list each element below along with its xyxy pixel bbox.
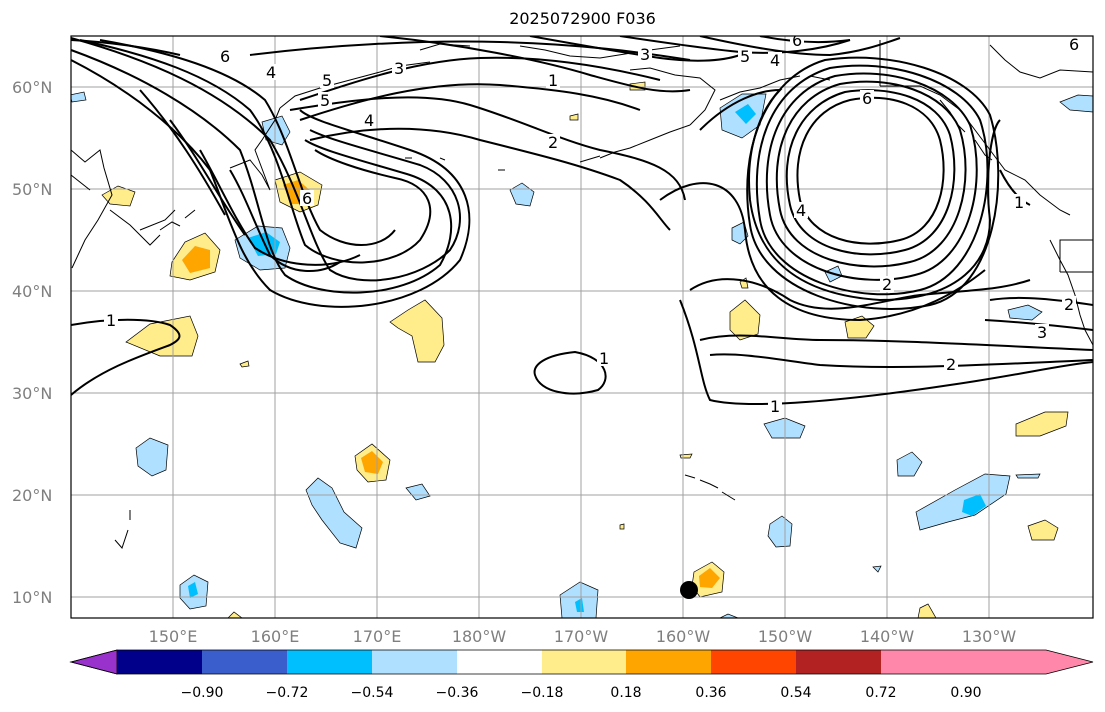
colorbar-tick-label: −0.90 — [181, 685, 224, 701]
colorbar-segment — [202, 650, 287, 674]
colorbar-segment — [626, 650, 711, 674]
lon-label: 170°W — [554, 627, 609, 646]
colorbar-tick-label: 0.72 — [865, 685, 896, 701]
map-area: 6 4 5 3 6 5 4 3 1 2 4 6 5 6 — [71, 31, 1093, 618]
contour-label: 6 — [792, 31, 802, 50]
contour-label: 2 — [882, 275, 892, 294]
colorbar-tick-label: −0.18 — [521, 685, 564, 701]
contour-label: 4 — [364, 111, 374, 130]
colorbar-segment — [881, 650, 966, 674]
contour-label: 6 — [862, 89, 872, 108]
contour-label: 6 — [302, 189, 312, 208]
colorbar-extend-low — [69, 649, 118, 675]
colorbar-tick-label: 0.54 — [780, 685, 811, 701]
shaded-anomalies — [71, 81, 1093, 618]
colorbar-tick-label: −0.54 — [351, 685, 394, 701]
lon-label: 180°W — [452, 627, 507, 646]
contour-label: 4 — [770, 51, 780, 70]
colorbar-extend-high — [966, 650, 1093, 674]
colorbar-tick-label: 0.90 — [950, 685, 981, 701]
colorbar-segment — [372, 650, 457, 674]
colorbar-segment — [287, 650, 372, 674]
latitude-labels: 60°N 50°N 40°N 30°N 20°N 10°N — [12, 78, 52, 607]
lon-label: 130°W — [962, 627, 1017, 646]
longitude-labels: 150°E 160°E 170°E 180°W 170°W 160°W 150°… — [149, 627, 1017, 646]
contour-label: 1 — [106, 311, 116, 330]
colorbar — [69, 649, 1094, 675]
colorbar-tick-label: −0.72 — [266, 685, 309, 701]
contour-label: 1 — [1014, 193, 1024, 212]
contour-label: 5 — [322, 71, 332, 90]
contour-label-group: 6 4 5 3 6 5 4 3 1 2 4 6 5 6 — [104, 31, 1081, 416]
contour-label: 5 — [740, 47, 750, 66]
contour-label: 5 — [320, 91, 330, 110]
contour-label: 1 — [548, 71, 558, 90]
lat-label: 30°N — [12, 384, 52, 403]
contour-label: 4 — [796, 201, 806, 220]
colorbar-tick-label: −0.36 — [436, 685, 479, 701]
colorbar-segment — [117, 650, 202, 674]
contour-label: 3 — [640, 45, 650, 64]
colorbar-segment — [711, 650, 796, 674]
contour-label: 2 — [1064, 295, 1074, 314]
contour-label: 3 — [394, 59, 404, 78]
lon-label: 160°E — [251, 627, 300, 646]
contour-label: 6 — [1069, 35, 1079, 54]
lon-label: 140°W — [860, 627, 915, 646]
lat-label: 10°N — [12, 588, 52, 607]
contour-label: 4 — [266, 63, 276, 82]
lat-label: 40°N — [12, 282, 52, 301]
colorbar-segment — [457, 650, 542, 674]
contour-label: 1 — [770, 397, 780, 416]
lon-label: 170°E — [353, 627, 402, 646]
lat-label: 60°N — [12, 78, 52, 97]
lon-label: 150°E — [149, 627, 198, 646]
map-frame — [70, 35, 1094, 619]
colorbar-tick-label: 0.18 — [610, 685, 641, 701]
lon-label: 160°W — [656, 627, 711, 646]
contour-label: 3 — [1037, 323, 1047, 342]
lat-label: 20°N — [12, 486, 52, 505]
map-title: 2025072900 F036 — [509, 9, 656, 28]
contour-label: 2 — [946, 355, 956, 374]
lon-label: 150°W — [758, 627, 813, 646]
colorbar-tick-labels: −0.90 −0.72 −0.54 −0.36 −0.18 0.18 0.36 … — [181, 685, 982, 701]
colorbar-segment — [542, 650, 626, 674]
contour-label: 1 — [599, 349, 609, 368]
colorbar-segment — [796, 650, 881, 674]
colorbar-tick-label: 0.36 — [695, 685, 726, 701]
storm-center-marker — [680, 581, 698, 599]
contour-label: 2 — [548, 133, 558, 152]
lat-label: 50°N — [12, 180, 52, 199]
contour-label: 6 — [220, 47, 230, 66]
